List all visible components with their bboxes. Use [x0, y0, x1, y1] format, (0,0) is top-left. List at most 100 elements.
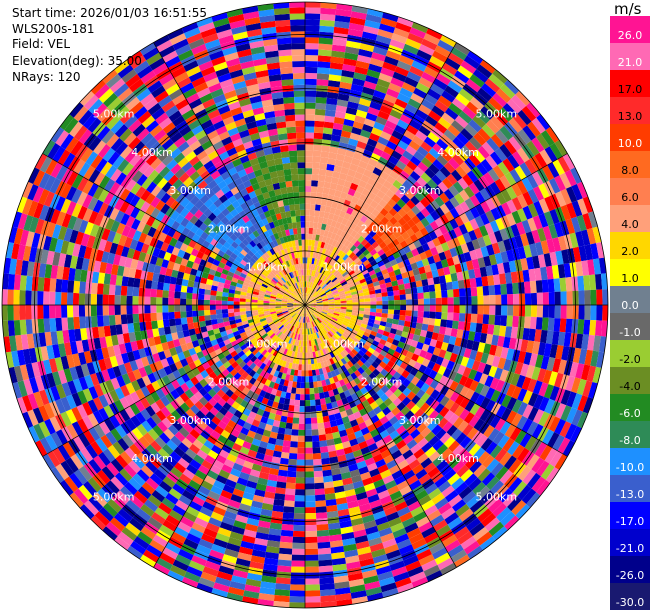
gate-cell	[411, 538, 427, 550]
gate-cell	[413, 254, 422, 263]
gate-cell	[490, 462, 504, 477]
gate-cell	[305, 560, 319, 567]
gate-cell	[444, 388, 455, 399]
gate-cell	[464, 473, 478, 487]
gate-cell	[428, 230, 438, 241]
gate-cell	[477, 87, 493, 102]
gate-cell	[345, 452, 355, 461]
gate-cell	[464, 209, 475, 222]
gate-cell	[555, 250, 564, 265]
gate-cell	[440, 562, 457, 575]
gate-cell	[337, 147, 347, 156]
gate-cell	[414, 370, 424, 380]
gate-cell	[424, 193, 435, 204]
gate-cell	[442, 232, 452, 243]
gate-cell	[417, 292, 424, 300]
gate-cell	[319, 19, 335, 27]
gate-cell	[342, 225, 350, 233]
gate-cell	[305, 406, 311, 413]
gate-cell	[314, 114, 325, 122]
gate-cell	[360, 446, 371, 455]
gate-cell	[437, 268, 445, 277]
gate-cell	[334, 361, 341, 369]
gate-cell	[463, 348, 472, 359]
gate-cell	[382, 305, 389, 310]
gate-cell	[363, 169, 373, 178]
gate-cell	[375, 565, 392, 576]
gate-cell	[73, 316, 81, 330]
gate-cell	[346, 307, 353, 310]
gate-cell	[416, 341, 424, 350]
gate-cell	[400, 253, 409, 262]
gate-cell	[330, 56, 345, 64]
gate-cell	[488, 498, 503, 513]
gate-cell	[498, 107, 513, 122]
gate-cell	[435, 305, 442, 313]
gate-cell	[320, 7, 337, 15]
gate-cell	[355, 109, 368, 119]
gate-cell	[311, 314, 316, 320]
gate-cell	[321, 320, 328, 326]
gate-cell	[382, 273, 390, 280]
gate-cell	[419, 251, 428, 261]
gate-cell	[435, 340, 443, 350]
gate-cell	[504, 272, 513, 284]
gate-cell	[13, 320, 21, 336]
gate-cell	[416, 211, 426, 221]
gate-cell	[292, 530, 305, 538]
gate-cell	[502, 103, 518, 118]
gate-cell	[285, 488, 296, 496]
gate-cell	[448, 370, 458, 381]
gate-cell	[311, 290, 316, 296]
gate-cell	[340, 435, 350, 443]
gate-cell	[440, 259, 449, 268]
gate-cell	[301, 364, 305, 371]
gate-cell	[309, 322, 313, 328]
gate-cell	[375, 397, 384, 407]
gate-cell	[438, 275, 447, 284]
gate-cell	[462, 173, 474, 187]
gate-cell	[342, 283, 349, 289]
gate-cell	[308, 295, 313, 301]
gate-cell	[516, 447, 530, 463]
gate-cell	[373, 89, 387, 100]
gate-cell	[459, 161, 472, 174]
gate-cell	[332, 214, 340, 222]
gate-cell	[485, 399, 496, 413]
gate-cell	[354, 171, 364, 180]
gate-cell	[312, 290, 317, 296]
gate-cell	[565, 318, 573, 333]
gate-cell	[337, 329, 344, 335]
gate-cell	[333, 324, 340, 330]
gate-cell	[530, 305, 538, 318]
gate-cell	[406, 373, 415, 382]
gate-cell	[364, 276, 372, 282]
gate-cell	[90, 293, 97, 305]
gate-cell	[360, 323, 368, 329]
gate-cell	[473, 149, 486, 163]
gate-cell	[521, 488, 537, 505]
gate-cell	[382, 165, 393, 176]
gate-cell	[435, 290, 442, 299]
gate-cell	[359, 43, 375, 52]
gate-cell	[311, 234, 317, 241]
gate-cell	[321, 275, 326, 281]
gate-cell	[447, 80, 463, 94]
gate-cell	[320, 322, 325, 329]
gate-cell	[442, 177, 453, 189]
gate-cell	[437, 417, 449, 429]
gate-cell	[453, 372, 463, 384]
gate-cell	[318, 315, 325, 320]
gate-cell	[432, 143, 445, 155]
gate-cell	[365, 488, 378, 498]
gate-cell	[338, 405, 346, 413]
gate-cell	[443, 129, 457, 142]
gate-cell	[420, 207, 431, 218]
gate-cell	[464, 287, 472, 297]
gate-cell	[404, 522, 419, 534]
gate-cell	[335, 184, 344, 192]
gate-cell	[432, 547, 448, 560]
gate-cell	[348, 95, 361, 104]
gate-cell	[371, 52, 386, 62]
gate-cell	[328, 225, 335, 233]
